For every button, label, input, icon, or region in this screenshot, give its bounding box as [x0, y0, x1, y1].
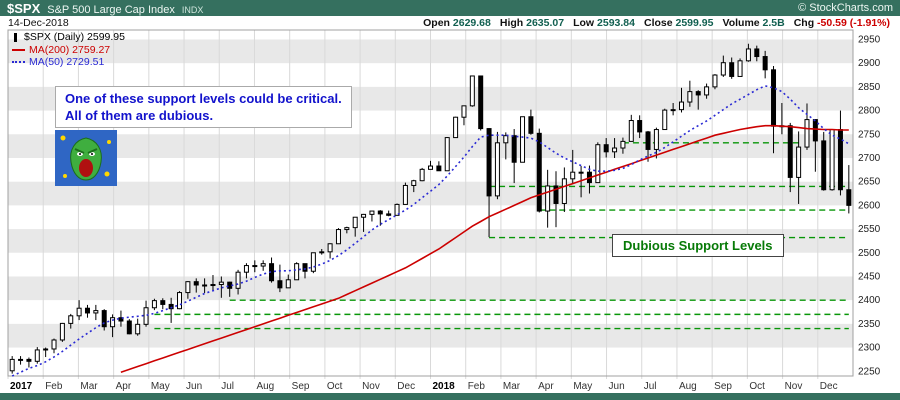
y-axis-label: 2750: [858, 129, 881, 140]
annotation-line1: One of these support levels could be cri…: [65, 91, 342, 106]
footer-bar: [0, 393, 900, 400]
x-axis-label: Mar: [80, 381, 98, 392]
x-axis-label: Jun: [609, 381, 625, 392]
quote-row: 14-Dec-2018 Open 2629.68 High 2635.07 Low …: [0, 16, 900, 30]
x-axis-label: May: [573, 381, 592, 392]
x-axis-label: 2017: [10, 381, 33, 392]
quote-line-fields: Open 2629.68 High 2635.07 Low 2593.84 Close…: [423, 17, 890, 29]
y-axis-label: 2600: [858, 200, 881, 211]
x-axis-label: Nov: [785, 381, 803, 392]
ma200-line-icon: [12, 48, 25, 51]
y-axis-label: 2500: [858, 248, 881, 259]
y-axis-label: 2850: [858, 82, 881, 93]
x-axis-label: Jun: [186, 381, 202, 392]
quote-field-open: Open 2629.68: [423, 17, 491, 29]
x-axis-label: Nov: [362, 381, 380, 392]
y-axis-label: 2950: [858, 34, 881, 45]
index-name: S&P 500 Large Cap Index: [47, 3, 175, 16]
ma50-line: [11, 85, 850, 377]
quote-field-high: High 2635.07: [499, 17, 565, 29]
legend-item-2: MA(50) 2729.51: [12, 56, 125, 69]
candlestick-series: [9, 43, 852, 374]
x-axis-label: Aug: [256, 381, 274, 392]
x-axis-labels: 2017 Feb Mar Apr May Jun Jul Aug Sep Oct Nov Dec 201…: [10, 381, 838, 392]
symbol: $SPX: [7, 0, 41, 16]
annotation-box: One of these support levels could be cri…: [55, 86, 352, 128]
legend-item-1: MA(200) 2759.27: [12, 44, 125, 57]
candlestick-icon: [14, 32, 17, 42]
grinch-face-illustration: [55, 130, 117, 186]
support-levels-label: Dubious Support Levels: [612, 234, 784, 257]
x-axis-label: Sep: [292, 381, 310, 392]
x-axis-label: Aug: [679, 381, 697, 392]
y-axis-label: 2650: [858, 177, 881, 188]
legend-label: $SPX (Daily) 2599.95: [24, 31, 125, 43]
x-axis-label: Mar: [503, 381, 521, 392]
x-axis-label: Dec: [397, 381, 415, 392]
x-axis-label: Apr: [116, 381, 132, 392]
y-axis-label: 2900: [858, 58, 881, 69]
ma200-line: [120, 124, 849, 373]
chart-legend: $SPX (Daily) 2599.95 MA(200) 2759.27 MA(50…: [12, 31, 125, 69]
quote-field-volume: Volume 2.5B: [722, 17, 785, 29]
annotation-line2: All of them are dubious.: [65, 108, 214, 123]
y-axis-label: 2350: [858, 319, 881, 330]
x-axis-label: Apr: [538, 381, 554, 392]
quote-field-low: Low 2593.84: [573, 17, 635, 29]
ma50-line-icon: [12, 61, 25, 64]
y-axis-label: 2450: [858, 271, 881, 282]
y-axis-label: 2300: [858, 343, 881, 354]
x-axis-label: Jul: [644, 381, 657, 392]
y-axis-label: 2250: [858, 366, 881, 377]
copyright[interactable]: © StockCharts.com: [798, 2, 893, 14]
x-axis-label: Feb: [45, 381, 63, 392]
legend-label: MA(200) 2759.27: [29, 43, 111, 56]
y-axis-label: 2550: [858, 224, 881, 235]
x-axis-label: Dec: [820, 381, 838, 392]
quote-field-close: Close 2599.95: [643, 17, 714, 29]
x-axis-label: Sep: [714, 381, 732, 392]
grinch-image: [55, 130, 117, 186]
legend-item-0: $SPX (Daily) 2599.95: [12, 31, 125, 44]
x-axis-label: May: [151, 381, 170, 392]
exchange-tag: INDX: [181, 4, 204, 15]
chart-date: 14-Dec-2018: [8, 17, 69, 29]
y-axis-label: 2700: [858, 153, 881, 164]
y-axis-labels: 2250 2300 2350 2400 2450 2500 2550 2600 2650 2700…: [858, 34, 881, 377]
legend-label: MA(50) 2729.51: [29, 56, 105, 68]
x-axis-label: 2018: [433, 381, 456, 392]
y-axis-label: 2800: [858, 106, 881, 117]
quote-field-chg: Chg -50.59 (-1.91%): [793, 17, 890, 29]
x-axis-label: Jul: [221, 381, 234, 392]
header-bar: $SPX S&P 500 Large Cap Index INDX © Stoc…: [0, 0, 900, 16]
x-axis-label: Feb: [468, 381, 486, 392]
header-title: $SPX S&P 500 Large Cap Index INDX: [7, 1, 203, 16]
x-axis-label: Oct: [749, 381, 765, 392]
x-axis-label: Oct: [327, 381, 343, 392]
y-axis-label: 2400: [858, 295, 881, 306]
